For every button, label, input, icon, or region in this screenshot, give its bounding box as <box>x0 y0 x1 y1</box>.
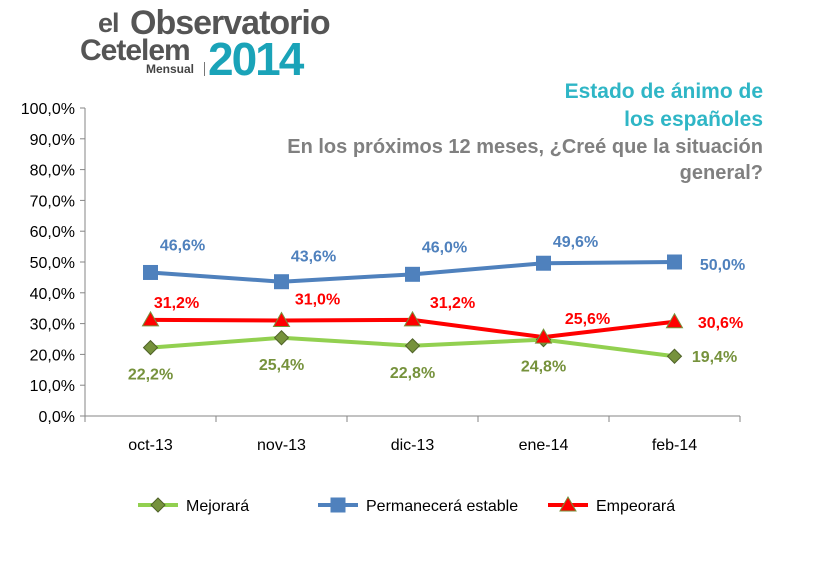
logo-cetelem: Cetelem <box>80 34 191 67</box>
data-point-marker <box>665 312 684 329</box>
y-tick-label: 90,0% <box>30 132 75 149</box>
data-label: 31,2% <box>154 295 199 312</box>
data-label: 25,4% <box>259 357 304 374</box>
x-tick-label: feb-14 <box>652 437 697 454</box>
x-tick-label: dic-13 <box>391 437 435 454</box>
chart-title-line-1: Estado de ánimo de <box>564 80 763 103</box>
y-tick-label: 100,0% <box>21 101 75 118</box>
data-point-marker <box>404 338 421 354</box>
x-tick-label: ene-14 <box>519 437 569 454</box>
y-tick-label: 30,0% <box>30 317 75 334</box>
data-point-marker <box>666 348 683 364</box>
data-point-marker <box>272 311 291 328</box>
legend-marker <box>150 497 166 513</box>
y-tick-label: 50,0% <box>30 255 75 272</box>
y-tick-label: 80,0% <box>30 163 75 180</box>
y-tick-label: 60,0% <box>30 224 75 241</box>
data-label: 19,4% <box>692 349 737 366</box>
data-label: 24,8% <box>521 359 566 376</box>
data-label: 50,0% <box>700 257 745 274</box>
data-label: 46,0% <box>422 239 467 256</box>
data-label: 22,2% <box>128 367 173 384</box>
x-tick-label: nov-13 <box>257 437 306 454</box>
chart-subtitle-line-2: general? <box>679 162 763 184</box>
legend-label: Permanecerá estable <box>366 498 518 515</box>
logo-separator <box>204 62 205 76</box>
data-label: 43,6% <box>291 249 336 266</box>
x-tick-label: oct-13 <box>128 437 173 454</box>
data-point-marker <box>273 330 290 346</box>
data-label: 25,6% <box>565 311 610 328</box>
logo-year: 2014 <box>208 33 304 85</box>
legend-marker <box>559 495 577 512</box>
data-point-marker <box>141 310 160 327</box>
data-point-marker <box>274 274 289 290</box>
data-label: 31,0% <box>295 292 340 309</box>
logo-mensual: Mensual <box>146 62 195 76</box>
data-label: 46,6% <box>160 237 205 254</box>
y-tick-label: 20,0% <box>30 347 75 364</box>
y-tick-label: 70,0% <box>30 193 75 210</box>
data-label: 49,6% <box>553 234 598 251</box>
data-point-marker <box>403 310 422 327</box>
data-point-marker <box>142 339 159 356</box>
y-tick-label: 40,0% <box>30 286 75 303</box>
chart-title-line-2: los españoles <box>624 108 763 131</box>
legend-label: Empeorará <box>596 498 675 515</box>
data-label: 31,2% <box>430 295 475 312</box>
data-label: 22,8% <box>390 365 435 382</box>
chart-subtitle-line-1: En los próximos 12 meses, ¿Creé que la s… <box>287 136 763 158</box>
data-point-marker <box>143 264 158 280</box>
y-tick-label: 0,0% <box>39 409 75 426</box>
data-point-marker <box>405 266 420 282</box>
data-label: 30,6% <box>698 315 743 332</box>
data-point-marker <box>534 328 553 344</box>
legend-label: Mejorará <box>186 498 249 515</box>
data-point-marker <box>536 255 551 271</box>
observatorio-cetelem-logo: el Observatorio Cetelem 2014 Mensual <box>80 4 331 85</box>
data-point-marker <box>667 254 682 270</box>
logo-observatorio: Observatorio <box>130 4 331 42</box>
logo-el: el <box>98 8 120 38</box>
y-tick-label: 10,0% <box>30 378 75 395</box>
legend-marker <box>330 497 346 513</box>
